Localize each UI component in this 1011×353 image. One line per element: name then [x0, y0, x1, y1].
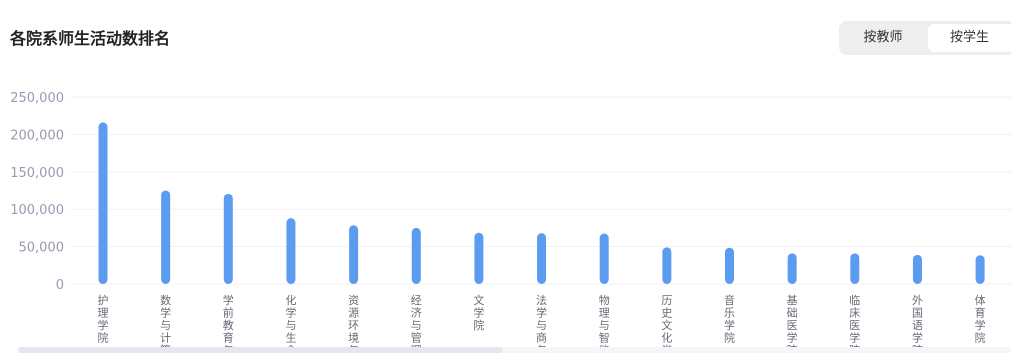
bar [286, 218, 296, 284]
x-tick-label: 护理学院 [98, 293, 109, 345]
x-tick-label: 经济与管理 [411, 294, 422, 353]
bar [725, 247, 734, 284]
bar [599, 233, 609, 284]
bar [411, 227, 421, 284]
x-tick-label: 学前教育与 [223, 293, 234, 353]
y-tick-label: 100,000 [10, 203, 64, 218]
bar [537, 233, 547, 284]
x-tick-label: 基础医学院 [787, 294, 798, 353]
x-tick-label: 体育学院 [975, 293, 986, 345]
x-tick-label: 临床医学院 [849, 293, 860, 353]
x-tick-label: 数学与计算 [160, 294, 171, 353]
x-tick-label: 外国语学院 [912, 294, 923, 353]
toggle-by-teacher[interactable]: 按教师 [863, 30, 903, 45]
bar [349, 225, 359, 284]
horizontal-scrollbar[interactable] [18, 347, 1011, 353]
toggle-by-student[interactable]: 按学生 [928, 24, 1011, 52]
bar [223, 193, 233, 284]
y-tick-label: 50,000 [19, 241, 65, 256]
y-tick-label: 0 [56, 278, 64, 293]
x-tick-label: 文学院 [473, 293, 484, 332]
x-tick-label: 历史文化学 [661, 294, 672, 353]
x-tick-label: 物理与智能 [599, 293, 610, 353]
bar [161, 190, 171, 284]
y-tick-label: 200,000 [10, 128, 64, 143]
bar [912, 254, 922, 284]
x-tick-label: 资源环境与 [348, 294, 359, 353]
x-tick-label: 化学与生命 [285, 293, 296, 353]
bar [98, 122, 108, 284]
bar [975, 255, 985, 284]
bar [662, 247, 672, 284]
bar [474, 232, 484, 284]
panel-title: 各院系师生活动数排名 [10, 29, 171, 48]
view-toggle: 按教师 按学生 [839, 21, 1011, 55]
y-tick-label: 150,000 [10, 166, 64, 181]
x-tick-label: 法学与商务 [536, 293, 547, 353]
y-tick-label: 250,000 [10, 91, 64, 106]
x-tick-label: 音乐学院 [724, 293, 735, 345]
bar [850, 253, 860, 284]
scrollbar-thumb[interactable] [18, 347, 503, 353]
bar [787, 253, 797, 284]
